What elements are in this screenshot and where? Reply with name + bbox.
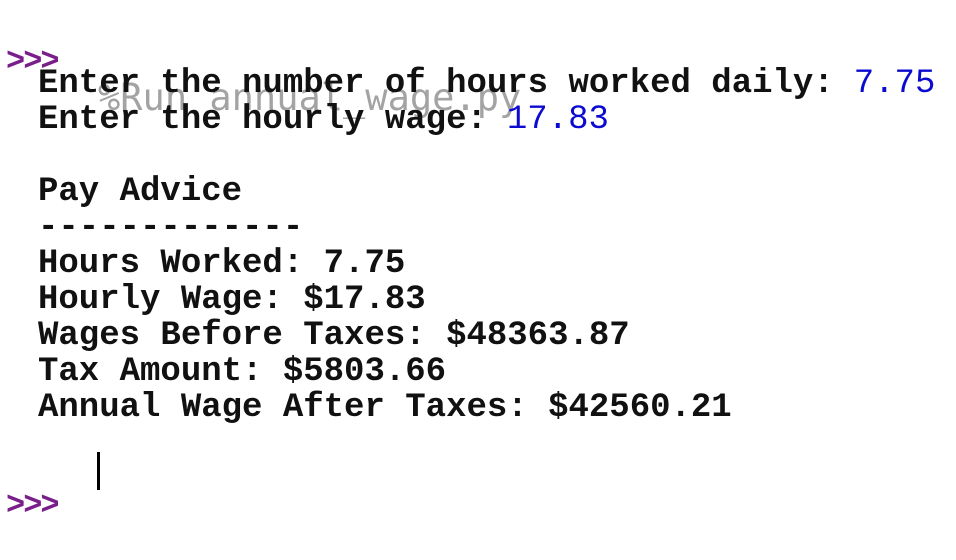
prompt: >>> <box>6 43 60 80</box>
input-prompt: Enter the number of hours worked daily: <box>38 65 834 103</box>
command: %Run annual_wage.py <box>98 76 522 119</box>
output-line: Annual Wage After Taxes: $42560.21 <box>38 389 732 427</box>
output-line: Pay Advice <box>38 173 243 211</box>
input-prompt: Enter the hourly wage: <box>38 101 487 139</box>
shell-window: >>> %Run annual_wage.py Enter the number… <box>0 8 936 524</box>
input-line: Enter the number of hours worked daily: 7… <box>38 66 935 102</box>
output-line: Wages Before Taxes: $48363.87 <box>38 317 630 355</box>
output-line: Hours Worked: 7.75 <box>38 245 406 283</box>
input-line: Enter the hourly wage: 17.83 <box>38 102 609 138</box>
output-line: Tax Amount: $5803.66 <box>38 353 447 391</box>
output-line: ------------- <box>38 209 304 247</box>
input-value: 17.83 <box>506 101 609 139</box>
output-line: Hourly Wage: $17.83 <box>38 281 426 319</box>
run-line: >>> %Run annual_wage.py <box>0 8 521 117</box>
input-value: 7.75 <box>853 65 936 103</box>
prompt-line: >>> <box>0 452 60 524</box>
text-cursor <box>97 452 100 490</box>
prompt: >>> <box>6 487 60 524</box>
